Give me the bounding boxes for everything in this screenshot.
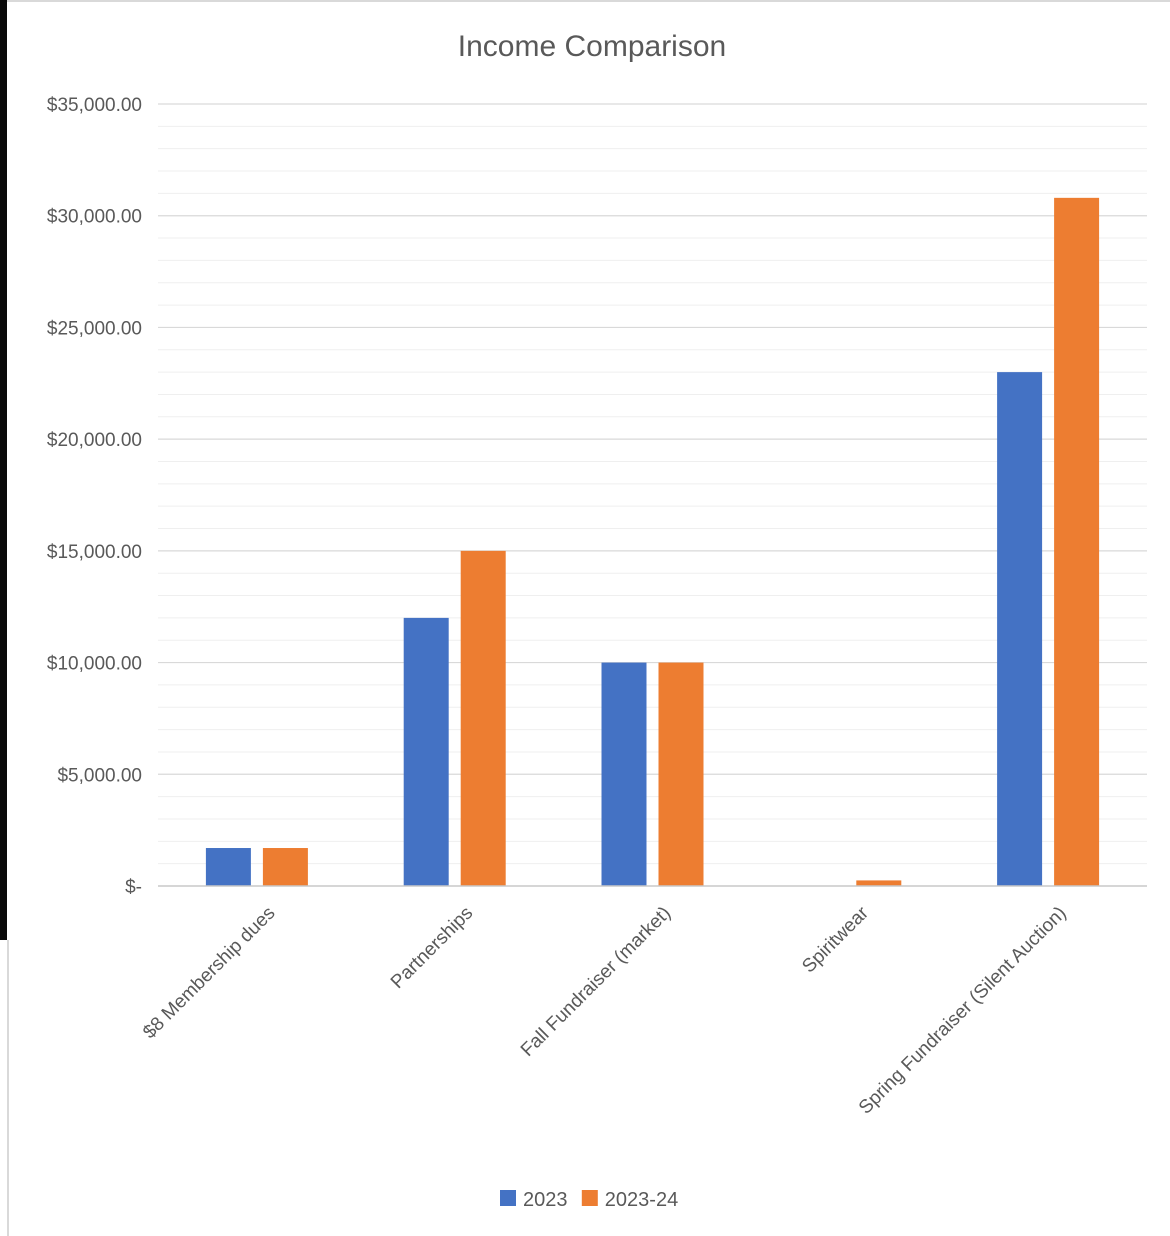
major-gridlines [158, 103, 1147, 775]
y-tick-label: $- [125, 877, 142, 898]
y-tick-label: $35,000.00 [47, 95, 142, 116]
legend: 2023 2023-24 [500, 1189, 678, 1211]
bar-2023-24-2 [658, 662, 704, 886]
bar-2023-24-3 [856, 880, 902, 886]
bar-2023-2 [601, 662, 647, 886]
bar-2023-1 [403, 617, 449, 886]
y-tick-label: $5,000.00 [57, 765, 142, 786]
x-category-label: Spring Fundraiser (Silent Auction) [855, 903, 1071, 1119]
y-tick-label: $25,000.00 [47, 318, 142, 339]
bars [205, 197, 1100, 887]
chart-title: Income Comparison [458, 30, 726, 63]
legend-swatch-2023-24 [581, 1190, 598, 1206]
y-tick-label: $10,000.00 [47, 654, 142, 675]
x-axis-category-labels: $8 Membership dues Partnerships Fall Fundr… [139, 902, 1071, 1118]
bar-2023-0 [205, 848, 251, 886]
x-category-label: Partnerships [387, 903, 477, 993]
bar-2023-24-0 [262, 848, 308, 886]
minor-gridlines [158, 125, 1147, 865]
x-category-label: Fall Fundraiser (market) [517, 903, 675, 1061]
bar-2023-24-1 [460, 550, 506, 886]
y-tick-label: $30,000.00 [47, 207, 142, 228]
y-tick-label: $20,000.00 [47, 430, 142, 451]
x-category-label: $8 Membership dues [139, 903, 279, 1043]
bar-2023-24-4 [1054, 197, 1100, 887]
x-category-label: Spiritwear [798, 902, 873, 977]
legend-label: 2023-24 [605, 1189, 678, 1211]
legend-swatch-2023 [500, 1190, 516, 1206]
y-axis-tick-labels: $- $5,000.00 $10,000.00 $15,000.00 $20,000.0… [47, 95, 142, 898]
window-left-edge [0, 0, 7, 940]
y-tick-label: $15,000.00 [47, 542, 142, 563]
legend-label: 2023 [523, 1189, 568, 1211]
bar-2023-4 [997, 372, 1043, 887]
chart-frame-top [7, 0, 1170, 2]
chart-frame-left [7, 940, 9, 1236]
